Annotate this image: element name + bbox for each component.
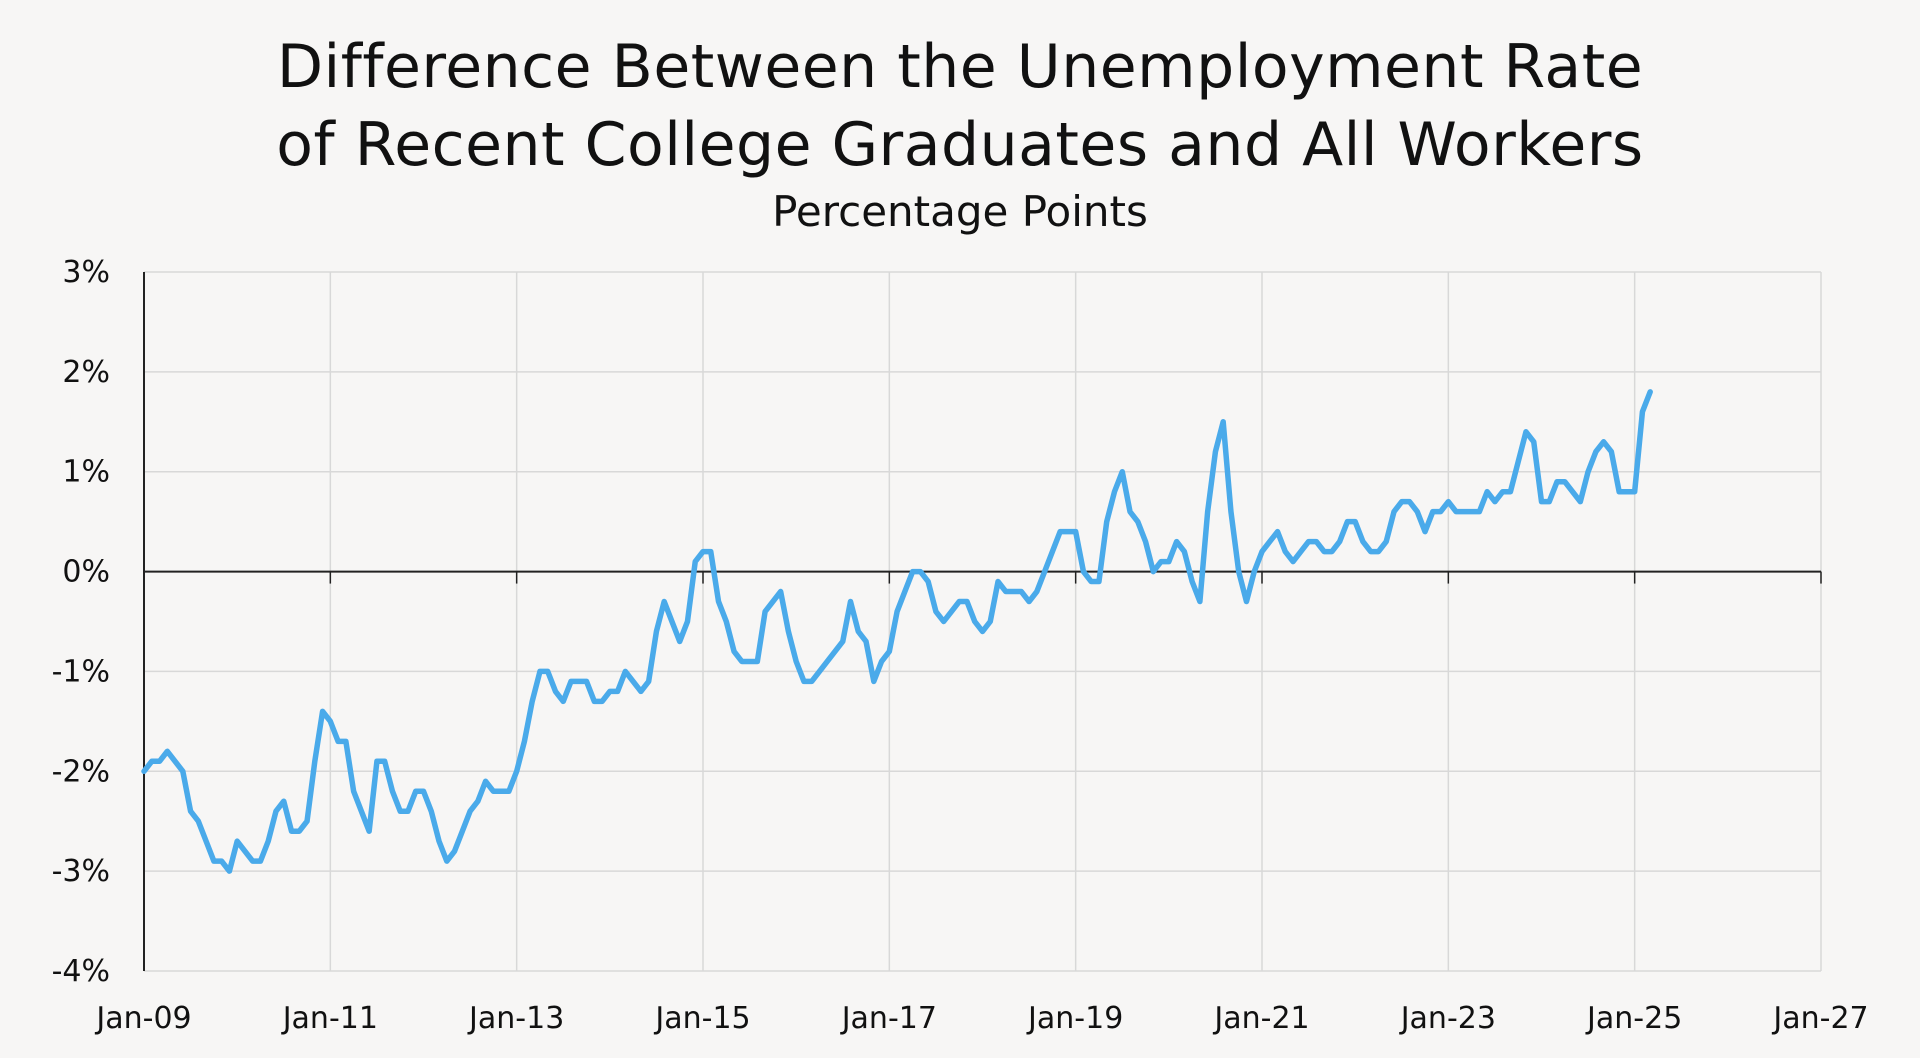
x-tick-label: Jan-11	[281, 1001, 378, 1036]
y-tick-label: 3%	[62, 255, 110, 290]
y-tick-label: 0%	[62, 555, 110, 590]
x-tick-label: Jan-21	[1212, 1001, 1309, 1036]
y-tick-label: -4%	[52, 954, 110, 989]
y-tick-label: 2%	[62, 355, 110, 390]
chart-title-line-2: of Recent College Graduates and All Work…	[276, 110, 1644, 180]
y-tick-label: -3%	[52, 854, 110, 889]
y-tick-label: -2%	[52, 754, 110, 789]
x-tick-label: Jan-23	[1399, 1001, 1496, 1036]
x-tick-label: Jan-19	[1026, 1001, 1123, 1036]
chart-title-line-1: Difference Between the Unemployment Rate	[276, 32, 1644, 102]
x-tick-label: Jan-17	[840, 1001, 937, 1036]
x-tick-label: Jan-09	[94, 1001, 191, 1036]
x-tick-label: Jan-25	[1585, 1001, 1682, 1036]
x-tick-label: Jan-27	[1771, 1001, 1868, 1036]
x-tick-label: Jan-15	[653, 1001, 750, 1036]
x-tick-label: Jan-13	[467, 1001, 564, 1036]
series-line	[141, 389, 1653, 874]
y-tick-label: 1%	[62, 455, 110, 490]
chart-subtitle: Percentage Points	[772, 187, 1148, 236]
y-tick-label: -1%	[52, 654, 110, 689]
